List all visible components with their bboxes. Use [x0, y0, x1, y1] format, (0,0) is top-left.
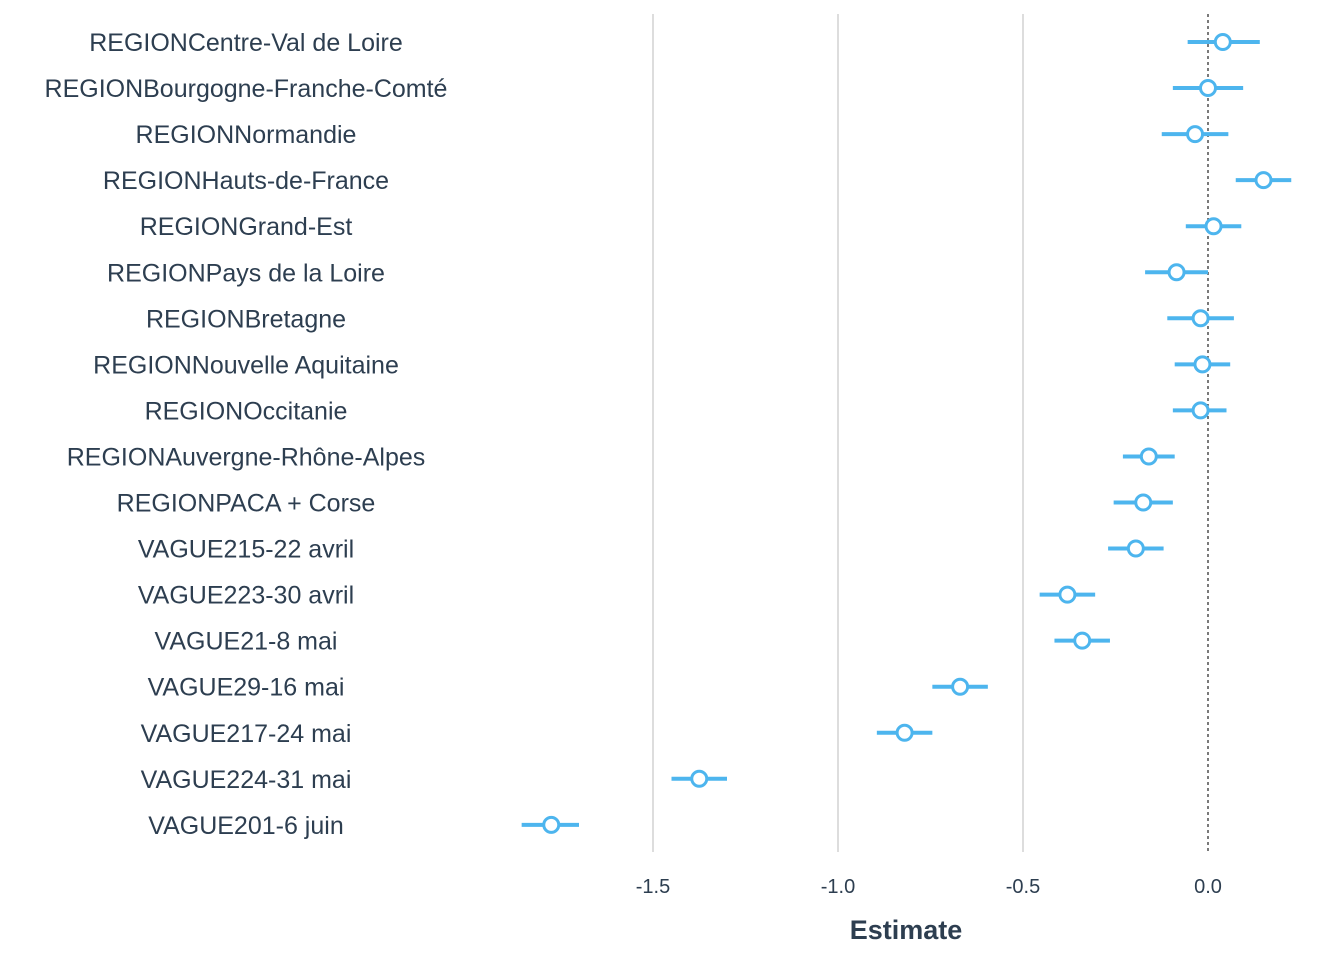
x-tick-label: -0.5	[1006, 876, 1040, 898]
term-label: REGIONBretagne	[146, 305, 346, 333]
estimate-point	[1073, 631, 1092, 650]
estimate-point	[1058, 585, 1077, 604]
x-axis-tick-labels: -1.5 -1.0 -0.5 0.0	[636, 876, 1222, 898]
estimate-point	[951, 677, 970, 696]
estimate-point	[1199, 79, 1217, 98]
estimate-point	[542, 815, 561, 834]
term-label: VAGUE21-8 mai	[155, 628, 338, 656]
estimate-point	[1204, 217, 1223, 236]
x-tick-label: 0.0	[1194, 876, 1222, 898]
estimate-point	[1139, 447, 1158, 466]
term-label: REGIONBourgogne-Franche-Comté	[45, 75, 448, 103]
term-label: VAGUE223-30 avril	[138, 582, 354, 610]
term-label: REGIONPACA + Corse	[117, 490, 376, 518]
term-label: REGIONNormandie	[136, 121, 357, 149]
estimate-point	[690, 769, 709, 788]
estimate-point	[1186, 125, 1205, 144]
term-label: VAGUE29-16 mai	[148, 674, 345, 702]
term-label: VAGUE224-31 mai	[141, 766, 352, 794]
term-label: REGIONCentre-Val de Loire	[89, 29, 403, 57]
term-label: REGIONAuvergne-Rhône-Alpes	[67, 443, 426, 471]
term-label: REGIONOccitanie	[145, 397, 348, 425]
estimate-point	[1191, 401, 1210, 420]
estimate-point	[895, 723, 914, 742]
estimate-point	[1193, 355, 1212, 374]
estimate-point	[1134, 493, 1153, 512]
term-label: VAGUE215-22 avril	[138, 536, 354, 564]
estimate-point	[1191, 309, 1210, 328]
estimate-point	[1254, 171, 1273, 190]
x-tick-label: -1.0	[821, 876, 855, 898]
term-label: REGIONGrand-Est	[140, 213, 353, 241]
term-label: REGIONPays de la Loire	[107, 259, 385, 287]
estimate-point	[1167, 263, 1186, 282]
x-tick-label: -1.5	[636, 876, 670, 898]
x-axis-title: Estimate	[850, 915, 963, 945]
estimate-marks	[521, 33, 1292, 834]
term-label: VAGUE217-24 mai	[141, 720, 352, 748]
term-label: VAGUE201-6 juin	[148, 812, 343, 840]
gridlines	[652, 14, 1024, 852]
y-axis-term-labels: REGIONCentre-Val de Loire REGIONBourgogne…	[45, 29, 448, 840]
estimate-point	[1213, 33, 1232, 51]
term-label: REGIONHauts-de-France	[103, 167, 389, 195]
term-label: REGIONNouvelle Aquitaine	[93, 351, 399, 379]
estimate-point	[1126, 539, 1145, 558]
